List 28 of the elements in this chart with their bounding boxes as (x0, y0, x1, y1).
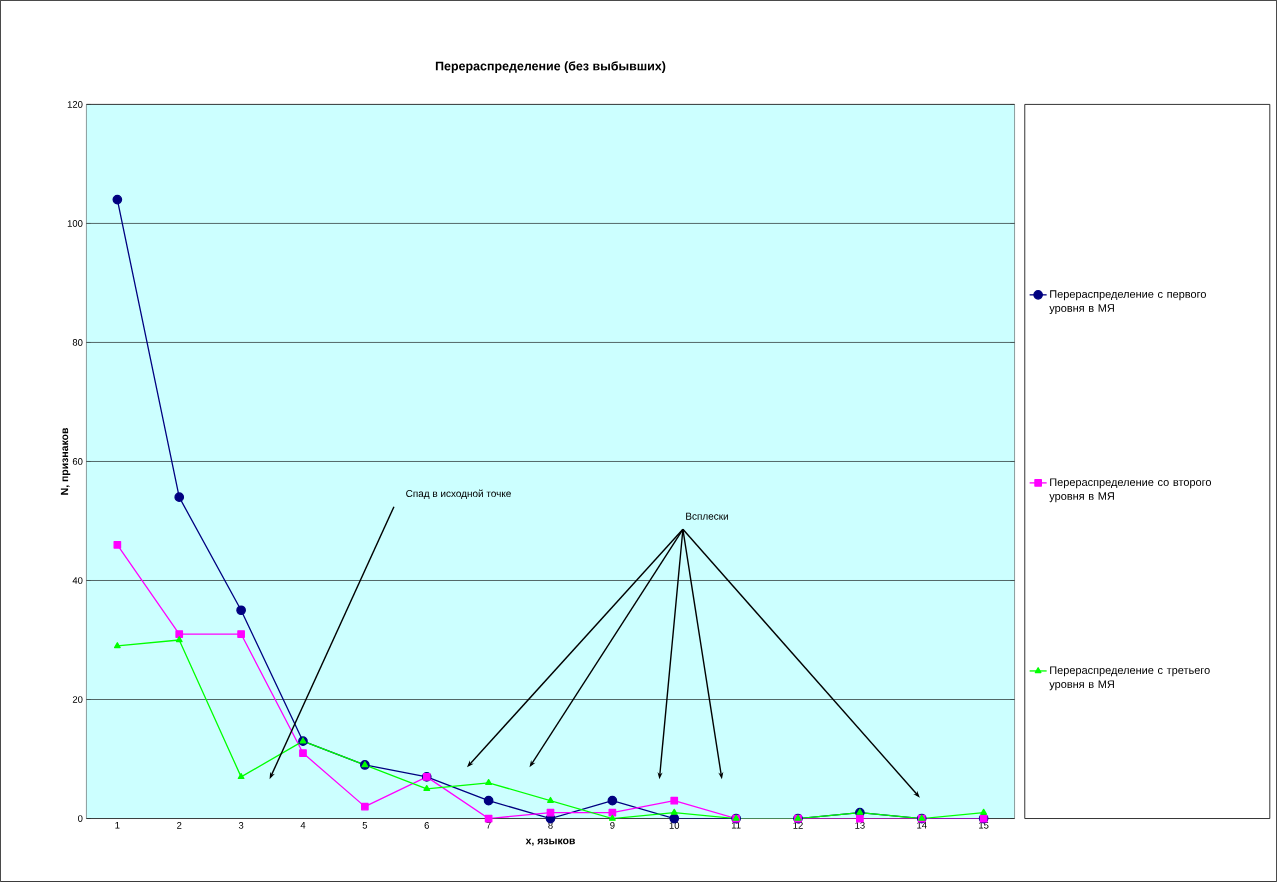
y-tick-label: 120 (67, 101, 83, 108)
x-tick-label: 9 (610, 822, 615, 829)
x-tick-label: 4 (300, 822, 306, 829)
x-tick-label: 12 (793, 822, 803, 829)
x-axis-title: x, языков (525, 838, 575, 846)
legend-label: Перераспределение с первого уровня в МЯ (1049, 290, 1206, 315)
chart-title: Перераспределение (без выбывших) (435, 61, 666, 73)
x-tick-label: 10 (669, 822, 680, 829)
y-tick-label: 100 (67, 220, 83, 227)
y-tick-label: 60 (72, 458, 83, 465)
annotation: Всплески (686, 512, 728, 520)
y-tick-label: 80 (72, 339, 83, 346)
annotation: Спад в исходной точке (406, 489, 511, 499)
x-tick-label: 2 (177, 822, 182, 829)
y-tick-label: 40 (72, 577, 83, 584)
x-tick-label: 7 (486, 822, 491, 829)
x-tick-label: 5 (362, 822, 368, 829)
x-tick-label: 15 (979, 822, 989, 829)
legend-label: Перераспределение со второго уровня в МЯ (1049, 478, 1212, 503)
x-tick-label: 1 (115, 822, 120, 829)
legend-label: Перераспределение с третьего уровня в МЯ (1049, 666, 1210, 691)
y-tick-label: 20 (72, 696, 83, 703)
x-tick-label: 3 (238, 822, 244, 829)
x-tick-label: 6 (424, 822, 429, 829)
y-axis-title: N, признаков (60, 428, 71, 495)
x-tick-label: 14 (917, 822, 927, 829)
y-tick-label: 0 (78, 815, 83, 822)
x-tick-label: 13 (855, 822, 865, 829)
